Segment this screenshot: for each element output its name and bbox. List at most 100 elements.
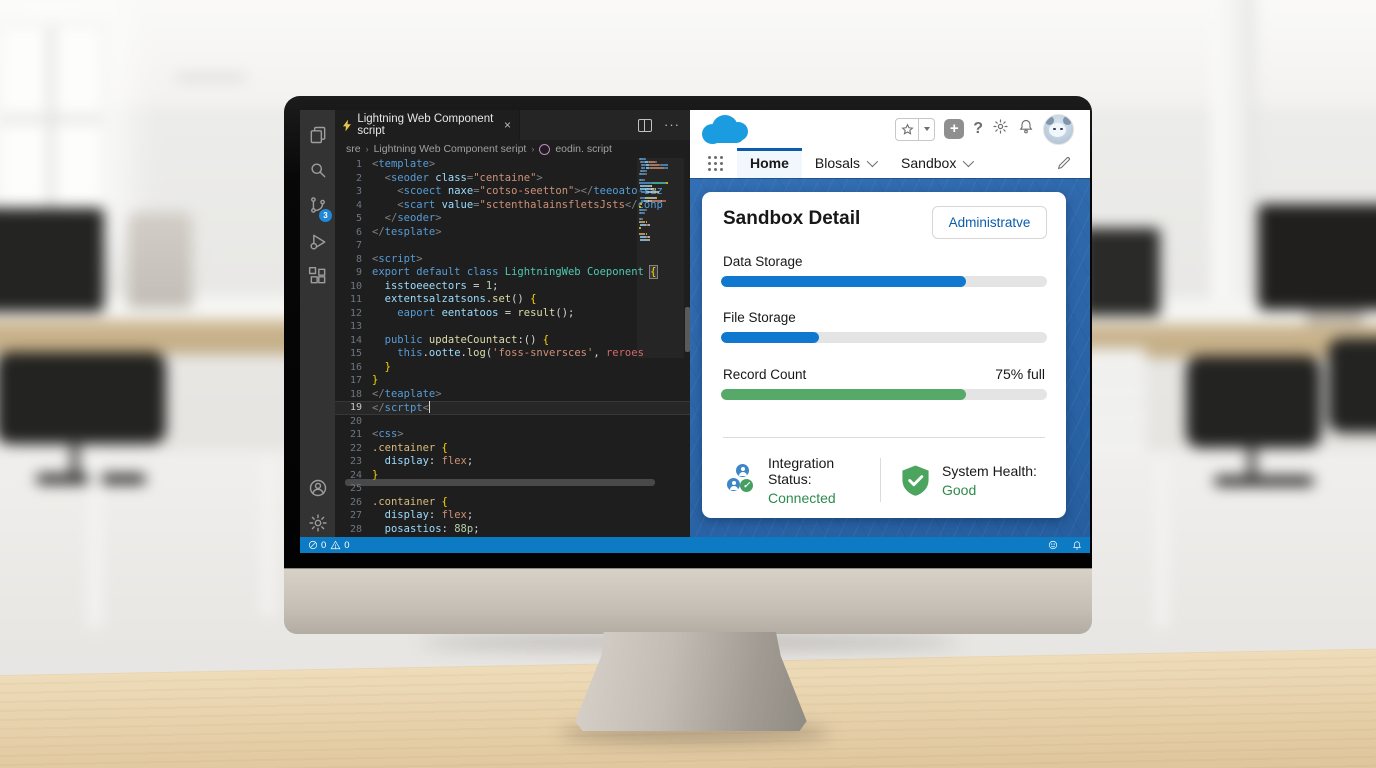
code-line[interactable]: 10 isstoeeectors = 1; bbox=[335, 280, 690, 294]
salesforce-logo[interactable] bbox=[702, 115, 752, 144]
line-number: 19 bbox=[349, 402, 362, 413]
code-line[interactable]: 8 <script> bbox=[335, 253, 690, 267]
vscode-tab-bar: Lightning Web Component script × ··· bbox=[335, 110, 690, 140]
drawer-unit bbox=[1082, 348, 1146, 458]
global-add-icon[interactable]: + bbox=[944, 119, 965, 139]
code-line[interactable]: 12 eaport eentatoos = result(); bbox=[335, 307, 690, 321]
monitor-stand bbox=[1306, 310, 1364, 324]
favorites-caret-icon[interactable] bbox=[919, 119, 934, 140]
setup-gear-icon[interactable] bbox=[992, 118, 1009, 140]
line-number: 5 bbox=[355, 213, 362, 224]
desk-leg bbox=[88, 456, 102, 628]
code-line[interactable]: 5 </seoder> bbox=[335, 212, 690, 226]
line-number: 24 bbox=[349, 469, 362, 481]
line-number: 25 bbox=[349, 483, 362, 494]
chevron-down-icon bbox=[963, 155, 975, 168]
breadcrumb-part[interactable]: eodin. script bbox=[555, 143, 612, 155]
code-line[interactable]: 15 this.ootte.log('foss-snversces', rero… bbox=[335, 347, 690, 361]
code-line[interactable]: 20 bbox=[335, 415, 690, 429]
code-line[interactable]: 18 </teaplate> bbox=[335, 388, 690, 402]
code-line[interactable]: 25 bbox=[335, 482, 690, 496]
code-line[interactable]: 22 .centainer { bbox=[335, 442, 690, 456]
minimap[interactable] bbox=[637, 158, 684, 358]
chair-base bbox=[1214, 476, 1314, 486]
code-line[interactable]: 14 public updateCountact:() { bbox=[335, 334, 690, 348]
code-line[interactable]: 11 extentsalzatsons.set() { bbox=[335, 293, 690, 307]
errors-indicator[interactable]: 0 bbox=[308, 540, 326, 551]
code-line[interactable]: 24} bbox=[335, 469, 690, 483]
favorites-star-icon[interactable] bbox=[896, 118, 920, 140]
code-line[interactable]: 16 } bbox=[335, 361, 690, 375]
horizontal-scrollbar[interactable] bbox=[345, 479, 655, 486]
account-icon[interactable] bbox=[300, 473, 335, 503]
more-actions-icon[interactable]: ··· bbox=[664, 117, 680, 132]
code-line[interactable]: 9 export default class LightningWeb Coepo… bbox=[335, 265, 690, 280]
line-number: 2 bbox=[355, 172, 362, 184]
line-number: 26 bbox=[349, 496, 362, 508]
line-number: 21 bbox=[349, 429, 362, 440]
notifications-bell-icon[interactable] bbox=[1018, 118, 1034, 140]
code-editor[interactable]: 1 <template> 2 <seoder class="centaine"> 3 … bbox=[335, 158, 690, 537]
code-line[interactable]: 3 <scoect naxe="cotso-seetton"></teeoato… bbox=[335, 185, 690, 199]
code-line[interactable]: 27 display: flex; bbox=[335, 509, 690, 523]
code-line[interactable]: 6 </tesplate> bbox=[335, 226, 690, 240]
line-number: 1 bbox=[355, 159, 362, 170]
vscode-activity-bar: 3 bbox=[300, 110, 335, 537]
office-chair bbox=[1328, 338, 1376, 433]
code-line[interactable]: 19 </scrtpt< bbox=[335, 401, 690, 415]
help-icon[interactable]: ? bbox=[973, 120, 983, 137]
breadcrumb-part[interactable]: Lightning Web Component seript bbox=[373, 143, 527, 155]
tab-sandbox[interactable]: Sandbox bbox=[888, 148, 984, 178]
code-line[interactable]: 4 <scart value="sctenthalainsfletsJsts</… bbox=[335, 199, 690, 213]
code-line[interactable]: 13 bbox=[335, 320, 690, 334]
app-launcher-icon[interactable] bbox=[708, 155, 723, 171]
vscode-window: 3 Lightning Web Component scri bbox=[300, 110, 690, 537]
source-control-icon[interactable]: 3 bbox=[300, 190, 335, 222]
code-line[interactable]: 28 posastios: 88p; bbox=[335, 523, 690, 537]
explorer-icon[interactable] bbox=[300, 120, 335, 150]
run-debug-icon[interactable] bbox=[300, 227, 335, 257]
code-line[interactable]: 23 display: flex; bbox=[335, 455, 690, 469]
tab-close-icon[interactable]: × bbox=[503, 118, 511, 132]
tab-label: Blosals bbox=[814, 155, 861, 171]
line-number: 22 bbox=[349, 442, 362, 454]
code-line[interactable]: 21 <css> bbox=[335, 428, 690, 442]
line-number: 15 bbox=[349, 348, 362, 359]
integration-users-icon: ✓ bbox=[727, 464, 757, 496]
line-number: 20 bbox=[349, 415, 362, 427]
code-line[interactable]: 2 <seoder class="centaine"> bbox=[335, 172, 690, 186]
edit-pencil-icon[interactable] bbox=[1056, 155, 1072, 176]
vertical-divider bbox=[880, 458, 881, 502]
breadcrumb[interactable]: sre › Lightning Web Component seript › e… bbox=[335, 140, 690, 158]
vscode-status-bar: 0 0 bbox=[300, 537, 1090, 553]
editor-tab[interactable]: Lightning Web Component script × bbox=[335, 110, 520, 140]
search-icon[interactable] bbox=[300, 155, 335, 185]
tab-blosals[interactable]: Blosals bbox=[802, 148, 888, 178]
chevron-down-icon bbox=[866, 155, 879, 168]
breadcrumb-part[interactable]: sre bbox=[346, 143, 361, 155]
vertical-scrollbar[interactable] bbox=[685, 307, 690, 352]
settings-gear-icon[interactable] bbox=[300, 508, 335, 538]
line-number: 11 bbox=[349, 294, 362, 305]
notifications-bell-icon[interactable] bbox=[1072, 540, 1082, 551]
warnings-indicator[interactable]: 0 bbox=[330, 540, 350, 551]
salesforce-header: + ? bbox=[690, 110, 1090, 149]
status-label: System Health: bbox=[942, 462, 1037, 479]
tab-home[interactable]: Home bbox=[737, 148, 802, 178]
line-number: 14 bbox=[349, 334, 362, 346]
code-line[interactable]: 1 <template> bbox=[335, 158, 690, 172]
back-desk-left-top bbox=[0, 320, 316, 354]
page-title: Sandbox Detail bbox=[723, 208, 861, 229]
favorites-control[interactable] bbox=[895, 117, 936, 141]
code-line[interactable]: 26 .container { bbox=[335, 496, 690, 510]
line-number: 16 bbox=[349, 361, 362, 373]
breadcrumb-separator: › bbox=[365, 144, 369, 154]
avatar[interactable] bbox=[1043, 113, 1074, 145]
line-number: 3 bbox=[355, 186, 362, 197]
administrative-button[interactable]: Administratve bbox=[932, 206, 1047, 239]
code-line[interactable]: 17} bbox=[335, 374, 690, 388]
split-editor-icon[interactable] bbox=[638, 118, 652, 132]
code-line[interactable]: 7 bbox=[335, 239, 690, 253]
feedback-icon[interactable] bbox=[1048, 540, 1058, 550]
extensions-icon[interactable] bbox=[300, 261, 335, 291]
